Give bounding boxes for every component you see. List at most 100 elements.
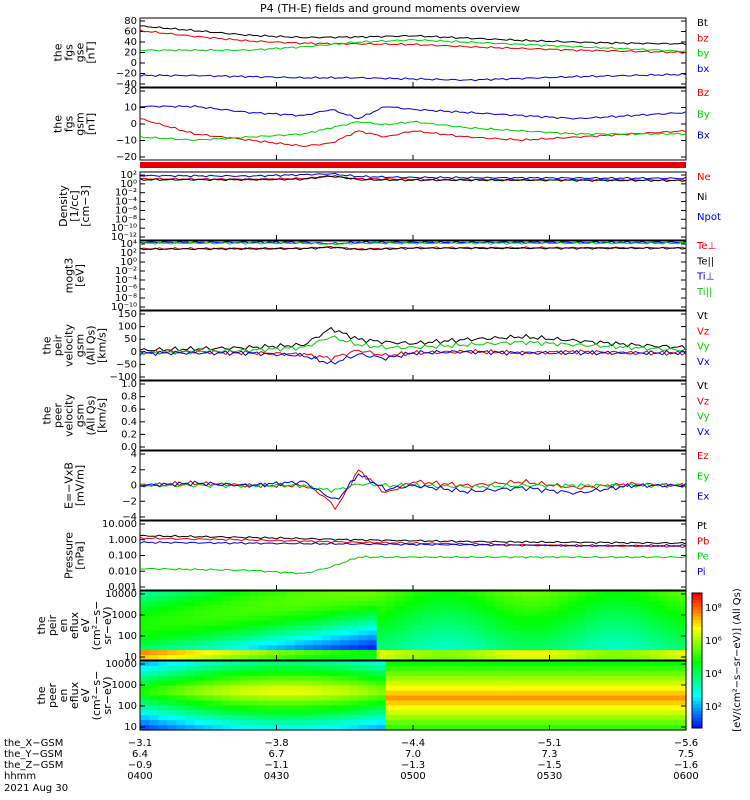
heatmap-cell: [640, 661, 651, 667]
heatmap-cell: [340, 640, 350, 646]
heatmap-cell: [149, 670, 159, 677]
heatmap-cell: [640, 665, 651, 672]
heatmap-cell: [576, 700, 587, 706]
heatmap-cell: [422, 595, 432, 602]
heatmap-cell: [458, 690, 469, 697]
heatmap-cell: [267, 665, 278, 672]
heatmap-cell: [149, 605, 159, 612]
heatmap-cell: [267, 635, 278, 641]
heatmap-cell: [622, 665, 632, 672]
heatmap-cell: [613, 670, 623, 677]
heatmap-cell: [240, 650, 250, 656]
heatmap-cell: [358, 700, 369, 706]
x-row-label: the_Y−GSM: [4, 749, 63, 760]
heatmap-cell: [367, 650, 378, 656]
y-axis-label-line: Pressure: [63, 532, 76, 579]
heatmap-cell: [312, 700, 323, 706]
heatmap-cell: [149, 675, 159, 682]
heatmap-cell: [294, 640, 305, 646]
heatmap-cell: [167, 605, 177, 612]
heatmap-cell: [331, 595, 341, 602]
heatmap-cell: [595, 670, 605, 677]
heatmap-cell: [485, 595, 496, 602]
y-tick-label: 1000: [112, 680, 137, 691]
heatmap-cell: [185, 670, 196, 677]
heatmap-cell: [549, 695, 560, 701]
heatmap-cell: [140, 640, 150, 646]
heatmap-cell: [504, 640, 514, 646]
heatmap-cell: [640, 705, 651, 711]
heatmap-cell: [531, 600, 541, 607]
heatmap-cell: [440, 720, 450, 726]
heatmap-cell: [458, 615, 469, 622]
heatmap-cell: [485, 625, 496, 631]
heatmap-cell: [485, 695, 496, 701]
heatmap-cell: [540, 675, 551, 682]
heatmap-cell: [431, 635, 441, 641]
heatmap-cell: [513, 665, 523, 672]
heatmap-cell: [485, 605, 496, 612]
heatmap-cell: [494, 655, 505, 661]
heatmap-cell: [267, 655, 278, 661]
heatmap-cell: [658, 615, 669, 622]
heatmap-cell: [458, 645, 469, 651]
heatmap-cell: [595, 615, 605, 622]
heatmap-cell: [358, 675, 369, 682]
series-line-Bt: [139, 25, 687, 46]
heatmap-cell: [531, 650, 541, 656]
heatmap-cell: [558, 610, 569, 617]
heatmap-cell: [631, 591, 642, 597]
heatmap-cell: [413, 710, 423, 716]
heatmap-cell: [358, 615, 369, 622]
heatmap-cell: [167, 615, 177, 622]
y-tick-label: 0.8: [121, 392, 137, 403]
heatmap-cell: [258, 700, 268, 706]
heatmap-cell: [331, 725, 341, 731]
heatmap-cell: [376, 635, 387, 641]
heatmap-cell: [212, 675, 223, 682]
heatmap-cell: [531, 655, 541, 661]
heatmap-cell: [504, 610, 514, 617]
heatmap-cell: [340, 685, 350, 692]
heatmap-cell: [194, 605, 205, 612]
heatmap-cell: [203, 661, 214, 667]
heatmap-cell: [676, 685, 687, 692]
heatmap-cell: [394, 640, 405, 646]
heatmap-cell: [212, 661, 223, 667]
heatmap-cell: [631, 605, 642, 612]
heatmap-cell: [358, 595, 369, 602]
heatmap-cell: [240, 700, 250, 706]
heatmap-cell: [476, 685, 487, 692]
heatmap-cell: [522, 710, 532, 716]
heatmap-cell: [231, 591, 241, 597]
heatmap-cell: [549, 650, 560, 656]
heatmap-cell: [476, 650, 487, 656]
heatmap-cell: [176, 591, 187, 597]
heatmap-cell: [331, 640, 341, 646]
heatmap-cell: [322, 725, 332, 731]
heatmap-cell: [504, 700, 514, 706]
y-tick-label: 0.100: [108, 551, 137, 562]
colorbar-cell: [692, 687, 702, 692]
y-axis-label-line: (All Qs): [85, 325, 98, 365]
heatmap-cell: [494, 685, 505, 692]
heatmap-cell: [185, 725, 196, 731]
heatmap-cell: [212, 705, 223, 711]
heatmap-cell: [649, 700, 660, 706]
heatmap-cell: [476, 605, 487, 612]
y-axis-label-line: [nT]: [85, 113, 98, 135]
colorbar-label: [eV/(cm²−s−sr−eV)] (All Qs): [732, 588, 743, 732]
heatmap-cell: [440, 600, 450, 607]
heatmap-cell: [458, 605, 469, 612]
heatmap-cell: [413, 610, 423, 617]
heatmap-cell: [458, 720, 469, 726]
heatmap-cell: [613, 685, 623, 692]
series-line-Ni: [139, 175, 687, 183]
heatmap-cell: [667, 680, 678, 687]
y-axis-label-line: [mV/m]: [74, 465, 87, 506]
heatmap-cell: [231, 630, 241, 636]
heatmap-cell: [349, 600, 359, 607]
heatmap-cell: [413, 645, 423, 651]
heatmap-cell: [185, 605, 196, 612]
heatmap-cell: [267, 630, 278, 636]
